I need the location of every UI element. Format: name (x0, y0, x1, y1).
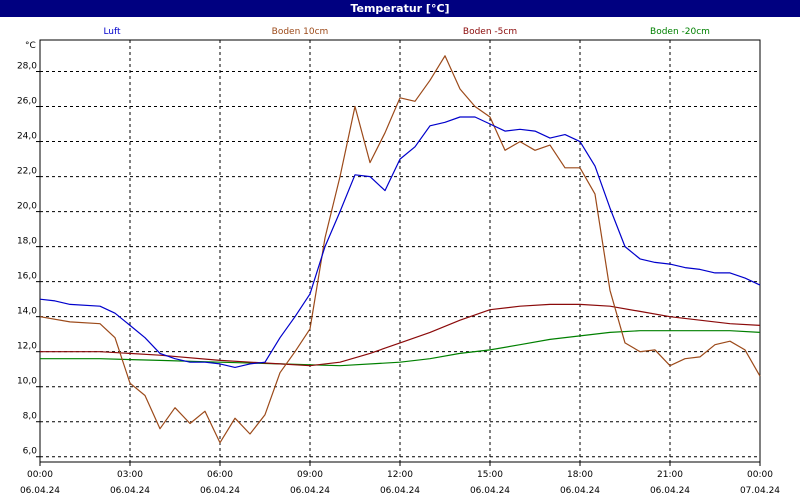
x-tick-date-label: 06.04.24 (650, 486, 690, 496)
y-tick-label: 14,0 (17, 307, 37, 317)
x-tick-date-label: 06.04.24 (200, 486, 240, 496)
y-tick-label: 18,0 (17, 237, 37, 247)
x-tick-date-label: 07.04.24 (740, 486, 780, 496)
plot-frame (39, 39, 761, 463)
x-tick-date-label: 06.04.24 (470, 486, 510, 496)
legend-entry: Boden -20cm (650, 27, 710, 37)
x-tick-date-label: 06.04.24 (110, 486, 150, 496)
series-line-luft (39, 116, 761, 368)
axes: 6,0 8,0 10,0 12,0 14,0 16,0 18,0 20,0 22,0 24,0 26… (17, 39, 780, 496)
chart-title: Temperatur [°C] (0, 0, 800, 17)
x-tick-time-label: 18:00 (567, 470, 593, 480)
y-tick-label: 6,0 (23, 447, 38, 457)
x-tick-time-label: 12:00 (387, 470, 413, 480)
legend-entry: Luft (103, 27, 121, 37)
grid (39, 40, 761, 462)
y-axis-unit-label: °C (25, 41, 36, 51)
series-line-boden-10cm (39, 55, 761, 444)
series-line-boden-5cm (40, 303, 761, 367)
x-tick-time-label: 09:00 (297, 470, 323, 480)
series-lines (39, 55, 761, 444)
x-tick-date-label: 06.04.24 (290, 486, 330, 496)
y-tick-label: 10,0 (17, 377, 37, 387)
x-tick-time-label: 21:00 (657, 470, 683, 480)
x-tick-time-label: 06:00 (207, 470, 233, 480)
x-tick-time-label: 00:00 (27, 470, 53, 480)
y-tick-label: 26,0 (17, 97, 37, 107)
y-tick-label: 22,0 (17, 167, 37, 177)
legend-entry: Boden -5cm (463, 27, 517, 37)
y-tick-label: 12,0 (17, 342, 37, 352)
y-tick-label: 28,0 (17, 62, 37, 72)
temperature-chart: 6,0 8,0 10,0 12,0 14,0 16,0 18,0 20,0 22,0 24,0 26… (17, 27, 780, 496)
legend: Luft Boden 10cm Boden -5cm Boden -20cm (103, 27, 710, 37)
y-tick-label: 20,0 (17, 202, 37, 212)
x-tick-time-label: 15:00 (477, 470, 503, 480)
x-tick-time-label: 03:00 (117, 470, 143, 480)
y-tick-label: 8,0 (23, 412, 38, 422)
legend-entry: Boden 10cm (272, 27, 329, 37)
x-tick-date-label: 06.04.24 (20, 486, 60, 496)
x-tick-time-label: 00:00 (747, 470, 773, 480)
y-tick-label: 24,0 (17, 132, 37, 142)
y-tick-label: 16,0 (17, 272, 37, 282)
x-tick-date-label: 06.04.24 (380, 486, 420, 496)
x-tick-date-label: 06.04.24 (560, 486, 600, 496)
series-line-boden-20cm (40, 330, 761, 367)
